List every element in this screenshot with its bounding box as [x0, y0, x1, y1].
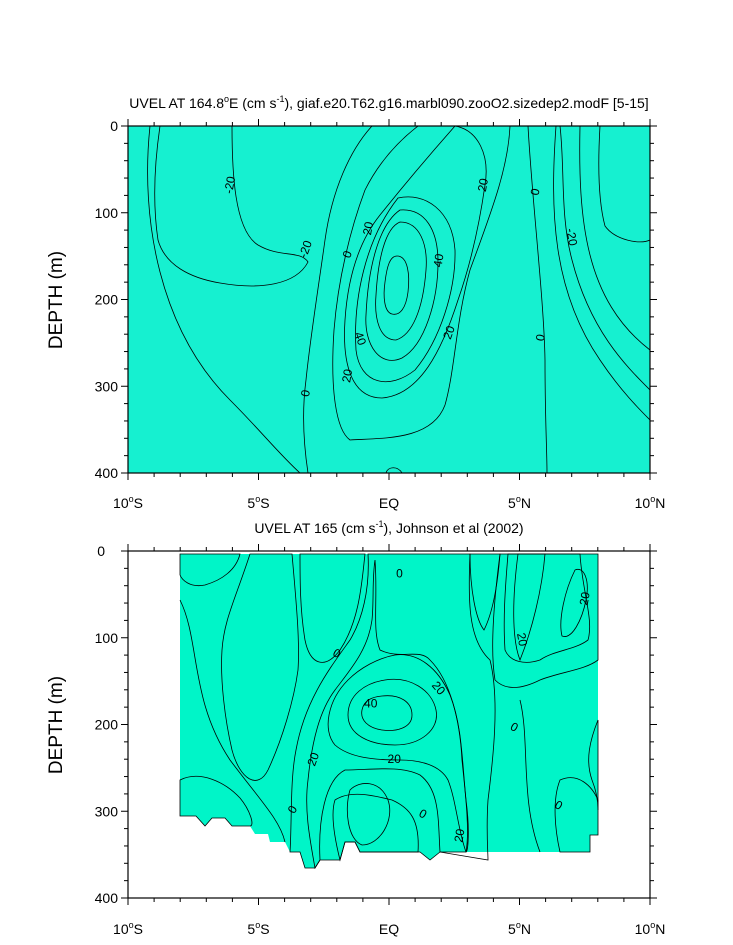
bottom-ytick-label-300: 300 [95, 803, 119, 819]
bottom-contour-label: 20 [577, 591, 593, 607]
top-fill-neg20-east [559, 126, 650, 391]
top-fill-pos60 [375, 221, 427, 341]
bottom-axis-ticks [121, 544, 657, 905]
top-contour-labels: -20 -20 -20 0 0 0 0 20 20 20 20 40 40 [221, 175, 580, 398]
bot-contour-line-2 [519, 699, 541, 853]
bot-fill-pos30-ne [513, 553, 546, 662]
top-xtick-label-eq: EQ [379, 495, 399, 511]
top-contour-label: 20 [339, 368, 355, 384]
top-contour-label: 20 [440, 323, 458, 341]
top-contour-field: -20 -20 -20 0 0 0 0 20 20 20 20 40 40 [128, 126, 650, 473]
top-axis-ticks [121, 119, 657, 480]
top-contour-label: 20 [360, 220, 376, 236]
bottom-title: UVEL AT 165 (cm s-1), Johnson et al (200… [254, 519, 523, 536]
top-xtick-label-5n: 5oN [508, 494, 531, 511]
top-x-tick-labels: 10oS 5oS EQ 5oN 10oN [113, 494, 665, 511]
top-xtick-label-10s: 10oS [113, 494, 143, 511]
top-fill-pos20 [332, 126, 511, 441]
bottom-ytick-label-200: 200 [95, 717, 119, 733]
bot-fill-pos40 [347, 678, 437, 746]
bot-fill-pos30-ne2 [560, 568, 588, 637]
bottom-xtick-label-5n: 5oN [508, 920, 531, 937]
top-ytick-label-0: 0 [110, 118, 118, 134]
top-contour-label: -20 [563, 227, 580, 247]
top-ytick-label-400: 400 [95, 465, 119, 481]
top-ytick-label-200: 200 [95, 292, 119, 308]
bottom-xtick-label-10n: 10oN [635, 920, 666, 937]
top-fill-pos50 [365, 209, 439, 361]
bottom-y-axis-label: DEPTH (m) [46, 676, 67, 774]
top-contour-label: 40 [431, 252, 447, 268]
bot-fill-pos50 [361, 695, 413, 731]
top-y-tick-labels: 0 100 200 300 400 [95, 118, 119, 481]
top-contour-label: 0 [340, 249, 356, 260]
bot-fill-neg20-c [469, 553, 501, 631]
top-xtick-label-5s: 5oS [247, 494, 269, 511]
top-contour-label: 0 [528, 187, 543, 196]
bottom-contour-label: 20 [304, 750, 322, 768]
top-panel: UVEL AT 164.8oE (cm s-1), giaf.e20.T62.g… [46, 94, 665, 511]
bottom-ytick-label-400: 400 [95, 890, 119, 906]
top-ytick-label-300: 300 [95, 378, 119, 394]
top-fill-neg20-west [154, 126, 309, 287]
top-contour-line-east-2 [579, 126, 650, 351]
top-title: UVEL AT 164.8oE (cm s-1), giaf.e20.T62.g… [129, 94, 648, 111]
bottom-panel: UVEL AT 165 (cm s-1), Johnson et al (200… [46, 519, 665, 937]
bottom-contour-label: 20 [451, 827, 467, 843]
bottom-contour-label: 20 [514, 632, 530, 648]
top-fill-pos0 [303, 126, 548, 473]
top-contour-label: -20 [221, 175, 238, 195]
top-contour-label: 0 [533, 333, 548, 342]
bot-fill-pos0-sw [179, 775, 253, 827]
top-fill-pos30 [344, 126, 487, 399]
top-y-axis-label: DEPTH (m) [46, 251, 67, 349]
top-fill-pos40 [355, 196, 456, 383]
bot-fill-neg20-a [221, 553, 299, 781]
bot-fill-pos30 [327, 654, 469, 853]
top-contour-label: 0 [298, 388, 313, 397]
bottom-xtick-label-eq: EQ [379, 921, 399, 937]
bot-fill-neg20-d [346, 783, 391, 846]
bot-fill-pos0-nest [332, 793, 419, 862]
top-contour-line-west-1 [147, 126, 301, 473]
top-contour-label: -20 [296, 238, 315, 259]
bot-fill-pos0-se [554, 777, 599, 853]
bottom-contour-label: 40 [364, 697, 378, 711]
top-fill-neg40-east [598, 126, 650, 243]
top-fill-pos70 [383, 255, 410, 315]
bottom-contour-label: 20 [388, 752, 402, 766]
top-contour-line-east-1 [553, 126, 650, 421]
bottom-y-tick-labels: 0 100 200 300 400 [95, 543, 119, 906]
bottom-x-tick-labels: 10oS 5oS EQ 5oN 10oN [113, 920, 665, 937]
bottom-xtick-label-5s: 5oS [247, 920, 269, 937]
top-xtick-label-10n: 10oN [635, 494, 666, 511]
top-fill-base [128, 126, 650, 473]
bot-contour-line-1 [179, 599, 286, 843]
top-ytick-label-100: 100 [95, 205, 119, 221]
top-contour-label: 40 [351, 330, 369, 348]
bottom-xtick-label-10s: 10oS [113, 920, 143, 937]
bottom-ytick-label-0: 0 [97, 543, 105, 559]
bot-fill-neg20-b [299, 553, 366, 663]
bot-fill-pos0-ne [492, 553, 599, 688]
bot-fill-pos0-nw [179, 553, 241, 587]
top-contour-label: 20 [475, 177, 491, 193]
bot-fill-pos20 [306, 559, 468, 870]
bottom-contour-label: 0 [396, 567, 403, 581]
bottom-ytick-label-100: 100 [95, 630, 119, 646]
bot-fill-pos20-ne [503, 553, 591, 663]
bot-fill-base [180, 554, 598, 868]
